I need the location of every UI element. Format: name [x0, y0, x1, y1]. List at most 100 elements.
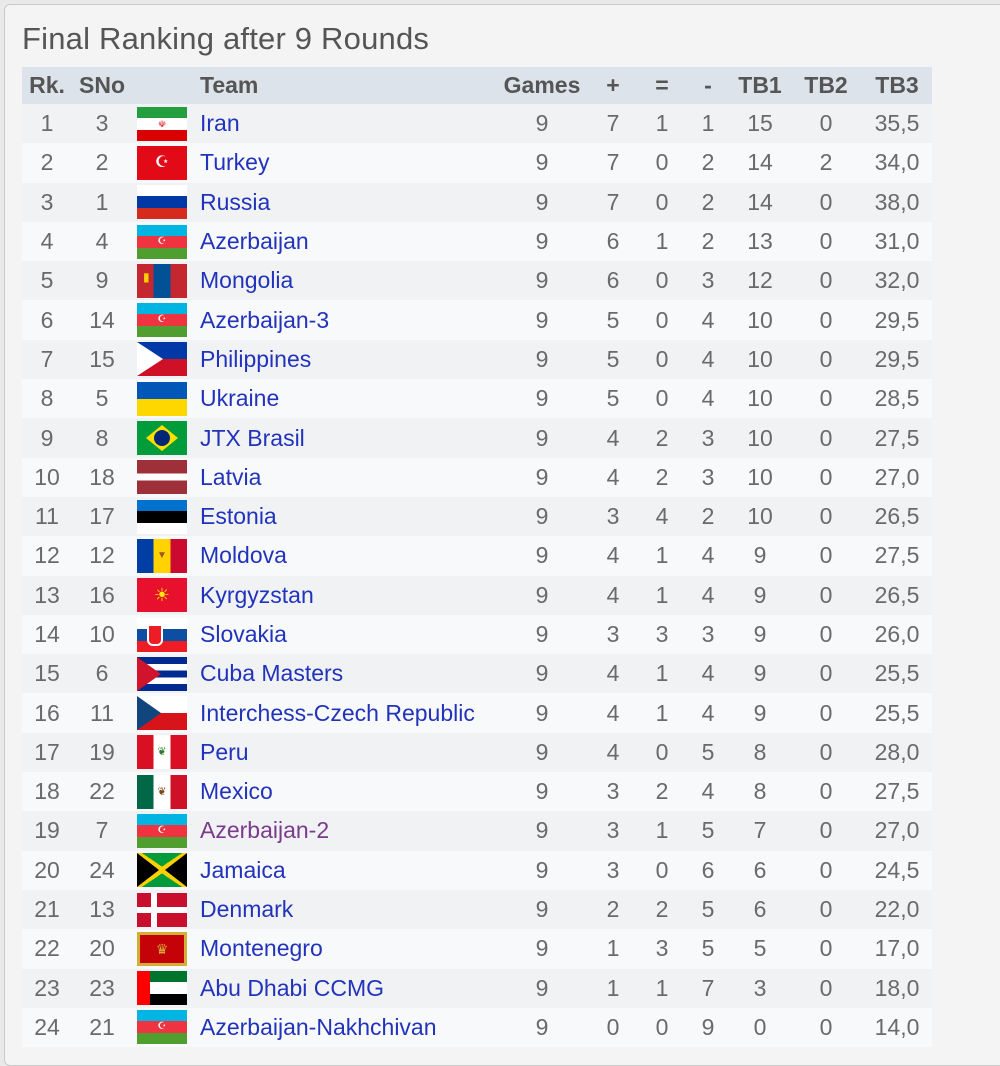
wins-cell: 7: [588, 104, 638, 144]
games-cell: 9: [496, 379, 588, 419]
losses-cell: 2: [686, 182, 730, 222]
wins-cell: 2: [588, 889, 638, 930]
games-cell: 9: [496, 732, 588, 773]
team-link[interactable]: Ukraine: [200, 385, 280, 412]
games-cell: 9: [496, 182, 588, 222]
rank-cell: 8: [22, 379, 72, 419]
tb1-cell: 9: [730, 693, 790, 733]
team-link[interactable]: Mexico: [200, 778, 273, 805]
games-cell: 9: [496, 693, 588, 733]
sno-cell: 1: [72, 182, 132, 222]
sno-cell: 18: [72, 457, 132, 497]
col-header-draws[interactable]: =: [638, 67, 686, 104]
draws-cell: 1: [638, 693, 686, 733]
table-row: 20 24 Jamaica 9 3 0 6 6 0 24,5: [22, 850, 932, 890]
table-header-row: Rk. SNo Team Games + = - TB1 TB2 TB3: [22, 67, 932, 104]
losses-cell: 4: [686, 339, 730, 380]
tb1-cell: 10: [730, 379, 790, 419]
games-cell: 9: [496, 261, 588, 301]
tb3-cell: 38,0: [862, 182, 932, 222]
azerbaijan-flag: ☪: [137, 224, 187, 259]
team-link[interactable]: Mongolia: [200, 267, 294, 294]
sno-cell: 20: [72, 929, 132, 969]
tb3-cell: 27,5: [862, 418, 932, 458]
team-cell: Azerbaijan-2: [192, 811, 496, 851]
tb3-cell: 26,5: [862, 496, 932, 537]
team-link[interactable]: Azerbaijan: [200, 228, 309, 255]
table-row: 6 14 ☪ Azerbaijan-3 9 5 0 4 10 0 29,5: [22, 300, 932, 340]
losses-cell: 4: [686, 379, 730, 419]
sno-cell: 22: [72, 772, 132, 812]
team-link[interactable]: Azerbaijan-3: [200, 306, 330, 333]
losses-cell: 2: [686, 496, 730, 537]
table-row: 24 21 ☪ Azerbaijan-Nakhchivan 9 0 0 9 0 0 14,0: [22, 1007, 932, 1048]
wins-cell: 7: [588, 182, 638, 222]
team-link[interactable]: Moldova: [200, 542, 287, 569]
wins-cell: 4: [588, 418, 638, 458]
team-link[interactable]: Denmark: [200, 896, 294, 923]
team-cell: Cuba Masters: [192, 654, 496, 694]
team-link[interactable]: Iran: [200, 110, 240, 137]
col-header-losses[interactable]: -: [686, 67, 730, 104]
team-link[interactable]: Abu Dhabi CCMG: [200, 974, 385, 1001]
draws-cell: 1: [638, 221, 686, 262]
team-link[interactable]: Russia: [200, 188, 271, 215]
draws-cell: 0: [638, 300, 686, 340]
flag-cell: [132, 693, 192, 733]
team-link[interactable]: Turkey: [200, 149, 270, 176]
team-link[interactable]: Azerbaijan-2: [200, 817, 330, 844]
flag-cell: ☀: [132, 575, 192, 615]
col-header-team[interactable]: Team: [192, 67, 496, 104]
team-link[interactable]: Latvia: [200, 463, 262, 490]
team-link[interactable]: Slovakia: [200, 621, 287, 647]
draws-cell: 3: [638, 614, 686, 655]
rank-cell: 19: [22, 811, 72, 851]
draws-cell: 0: [638, 732, 686, 773]
col-header-rank[interactable]: Rk.: [22, 67, 72, 104]
games-cell: 9: [496, 104, 588, 144]
tb1-cell: 15: [730, 104, 790, 144]
draws-cell: 1: [638, 575, 686, 615]
tb2-cell: 0: [790, 496, 862, 537]
losses-cell: 5: [686, 929, 730, 969]
games-cell: 9: [496, 968, 588, 1008]
tb2-cell: 0: [790, 772, 862, 812]
rank-cell: 14: [22, 614, 72, 655]
tb2-cell: 0: [790, 693, 862, 733]
team-link[interactable]: Cuba Masters: [200, 660, 344, 687]
flag-cell: ☪: [132, 811, 192, 851]
sno-cell: 17: [72, 496, 132, 537]
team-link[interactable]: Estonia: [200, 503, 277, 530]
games-cell: 9: [496, 850, 588, 890]
team-link[interactable]: Azerbaijan-Nakhchivan: [200, 1013, 437, 1040]
team-link[interactable]: Kyrgyzstan: [200, 581, 314, 608]
games-cell: 9: [496, 614, 588, 655]
tb2-cell: 0: [790, 614, 862, 655]
table-row: 11 17 Estonia 9 3 4 2 10 0 26,5: [22, 496, 932, 537]
cuba-flag: [137, 656, 187, 691]
rank-cell: 6: [22, 300, 72, 340]
col-header-tb3[interactable]: TB3: [862, 67, 932, 104]
wins-cell: 5: [588, 339, 638, 380]
team-link[interactable]: JTX Brasil: [200, 424, 305, 451]
tb3-cell: 22,0: [862, 889, 932, 930]
denmark-flag: [137, 892, 187, 927]
draws-cell: 0: [638, 339, 686, 380]
team-link[interactable]: Jamaica: [200, 856, 286, 883]
col-header-games[interactable]: Games: [496, 67, 588, 104]
col-header-sno[interactable]: SNo: [72, 67, 132, 104]
team-link[interactable]: Interchess-Czech Republic: [200, 699, 475, 726]
table-row: 17 19 ❦ Peru 9 4 0 5 8 0 28,0: [22, 732, 932, 773]
col-header-tb2[interactable]: TB2: [790, 67, 862, 104]
flag-cell: ☪: [132, 143, 192, 183]
wins-cell: 1: [588, 929, 638, 969]
rank-cell: 20: [22, 850, 72, 890]
team-link[interactable]: Peru: [200, 738, 249, 765]
table-row: 21 13 Denmark 9 2 2 5 6 0 22,0: [22, 889, 932, 930]
team-link[interactable]: Montenegro: [200, 935, 323, 962]
team-link[interactable]: Philippines: [200, 345, 312, 372]
col-header-tb1[interactable]: TB1: [730, 67, 790, 104]
col-header-wins[interactable]: +: [588, 67, 638, 104]
tb3-cell: 27,5: [862, 536, 932, 576]
rank-cell: 1: [22, 104, 72, 144]
